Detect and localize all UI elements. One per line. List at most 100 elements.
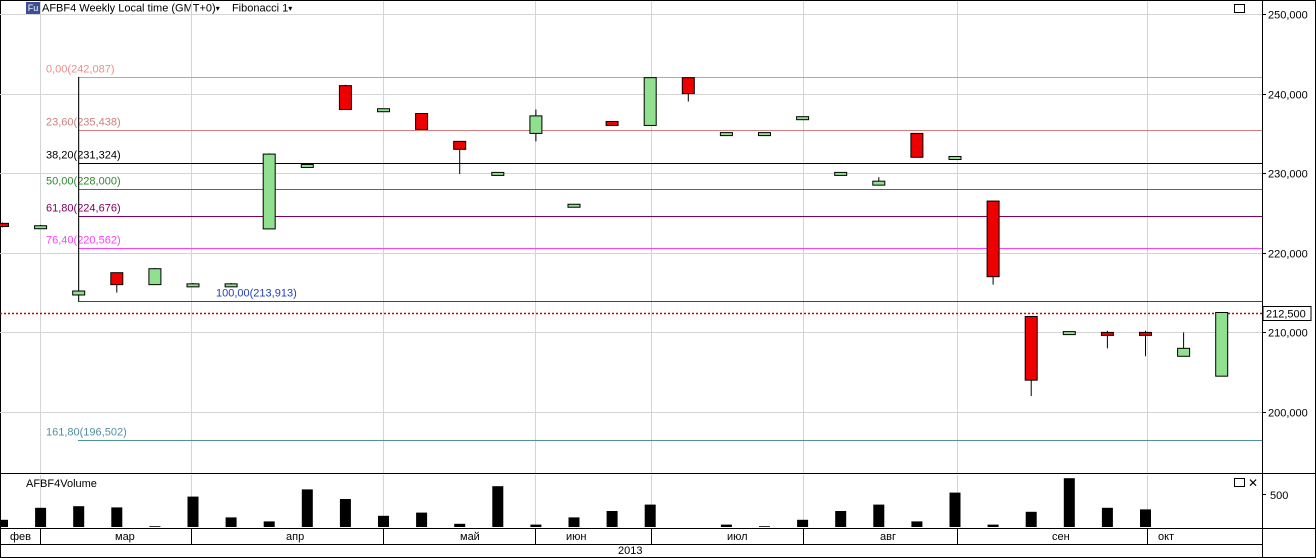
volume-bar — [1140, 509, 1151, 527]
candle-body — [910, 132, 924, 158]
candle-body — [110, 272, 124, 286]
volume-bar — [0, 519, 8, 527]
candle-body — [186, 283, 200, 288]
month-label: июл — [727, 531, 748, 543]
volume-tick-label: 500 — [1270, 490, 1288, 502]
candle-body — [377, 108, 390, 113]
volume-bar — [1025, 511, 1037, 527]
fib-level-label: 23,60(235,438) — [46, 117, 121, 129]
month-label: мар — [115, 531, 135, 543]
candle-body — [1215, 312, 1229, 377]
candle-body — [453, 140, 467, 150]
volume-bar — [225, 517, 237, 527]
candle-body — [986, 200, 1000, 278]
volume-bar — [911, 521, 923, 527]
price-tick-label: 210,000 — [1268, 328, 1308, 340]
price-tick-label: 200,000 — [1268, 408, 1308, 420]
volume-bar — [35, 507, 47, 527]
candle-body — [1024, 315, 1038, 381]
volume-close-icon[interactable]: ✕ — [1248, 476, 1258, 490]
candle-body — [1062, 331, 1076, 336]
volume-panel-title: AFBF4Volume — [26, 478, 97, 490]
volume-bar — [873, 504, 885, 527]
candle-body — [224, 283, 238, 288]
month-label: июн — [566, 531, 586, 543]
candle-body — [262, 153, 276, 230]
indicator-title[interactable]: Fibonacci 1 — [231, 2, 289, 15]
candle-body — [605, 120, 619, 126]
volume-bar — [1101, 507, 1113, 527]
candle-body — [758, 132, 771, 137]
month-label: окт — [1158, 531, 1174, 543]
candle-body — [1100, 331, 1114, 336]
volume-bar — [378, 515, 389, 527]
fib-level-label: 0,00(242,087) — [46, 64, 115, 76]
candle-body — [1177, 347, 1191, 357]
volume-bar — [797, 519, 809, 527]
price-tick-label: 250,000 — [1268, 10, 1308, 22]
volume-bar — [606, 511, 618, 527]
month-label: авг — [880, 531, 896, 543]
volume-bar — [187, 496, 199, 527]
last-price-label: 212,500 — [1266, 309, 1306, 321]
last-price-box — [1262, 306, 1312, 321]
volume-maximize-icon[interactable] — [1234, 478, 1245, 487]
month-label: сен — [1052, 531, 1070, 543]
month-label: фев — [10, 531, 31, 543]
candle-body — [796, 116, 810, 121]
candle-body — [0, 222, 9, 228]
volume-bar — [949, 492, 961, 527]
candle-body — [415, 113, 429, 130]
fib-level-label: 50,00(228,000) — [46, 176, 121, 188]
month-label: апр — [286, 531, 304, 543]
candle-body — [491, 171, 505, 176]
volume-bar — [530, 524, 542, 527]
volume-bar — [759, 526, 770, 527]
fib-level-label: 161,80(196,502) — [46, 427, 127, 439]
fib-level-label: 76,40(220,562) — [46, 235, 121, 247]
volume-bar — [301, 489, 313, 527]
volume-bar — [339, 499, 351, 527]
candle-body — [567, 203, 581, 208]
symbol-title[interactable]: AFBF4 Weekly Local time (GMT+0) — [42, 2, 216, 15]
candle-body — [338, 85, 352, 111]
candle-body — [529, 115, 543, 134]
price-tick-label: 220,000 — [1268, 249, 1308, 261]
symbol-dropdown-icon[interactable]: ▾ — [215, 4, 220, 13]
candle-body — [72, 290, 86, 296]
candle-body — [834, 171, 848, 176]
candle-body — [681, 77, 695, 95]
volume-bar — [644, 504, 656, 527]
candle-body — [948, 155, 962, 160]
volume-bar — [568, 517, 580, 527]
volume-bar — [416, 512, 428, 527]
volume-bar — [149, 526, 161, 527]
volume-bar — [720, 524, 732, 527]
volume-bar — [835, 511, 847, 527]
price-tick-label: 230,000 — [1268, 169, 1308, 181]
indicator-dropdown-icon[interactable]: ▾ — [288, 4, 293, 13]
volume-bar — [492, 486, 504, 527]
volume-bar — [111, 507, 123, 527]
candle-body — [300, 163, 314, 168]
fib-level-label: 100,00(213,913) — [216, 288, 297, 300]
candle-body — [1139, 331, 1152, 336]
fib-level-label: 61,80(224,676) — [46, 203, 121, 215]
volume-bar — [73, 506, 85, 527]
chart-header: Fu AFBF4 Weekly Local time (GMT+0)▾ Fibon… — [26, 2, 292, 15]
candle-body — [872, 180, 886, 186]
price-tick-label: 240,000 — [1268, 90, 1308, 102]
candle-body — [148, 268, 162, 286]
symbol-badge[interactable]: Fu — [26, 2, 40, 15]
year-label: 2013 — [618, 545, 642, 557]
fib-level-label: 38,20(231,324) — [46, 150, 121, 162]
volume-bar — [263, 521, 275, 527]
maximize-icon[interactable] — [1234, 4, 1245, 13]
candle-body — [643, 77, 657, 126]
candle-body — [34, 225, 48, 230]
volume-bar — [987, 524, 999, 527]
volume-bar — [454, 523, 466, 527]
month-label: май — [460, 531, 480, 543]
volume-bar — [1063, 478, 1075, 527]
